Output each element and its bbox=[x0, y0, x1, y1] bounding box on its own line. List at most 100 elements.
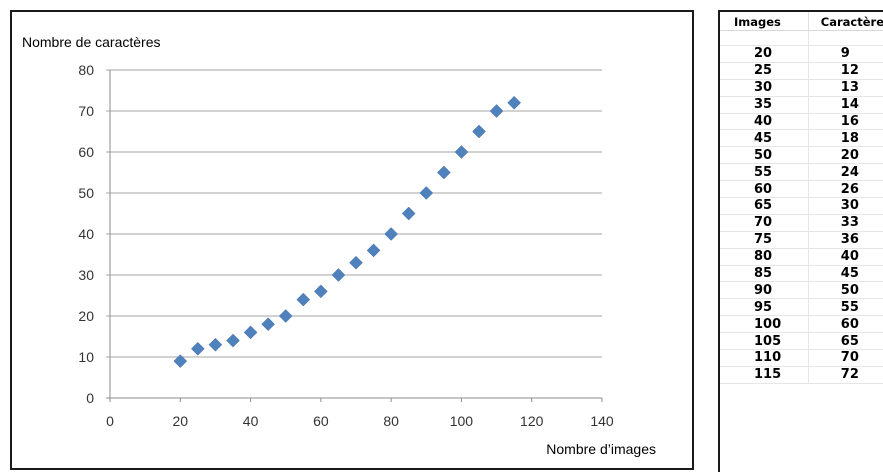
table-row: 35 14 bbox=[720, 96, 883, 114]
table-row: 30 13 bbox=[720, 79, 883, 97]
table-row: 75 36 bbox=[720, 231, 883, 249]
data-point-diamond bbox=[507, 95, 521, 110]
cell-caracteres: 33 bbox=[808, 214, 883, 232]
table-row: 95 55 bbox=[720, 298, 883, 317]
table-blank-row bbox=[720, 30, 883, 46]
table-row: 105 65 bbox=[720, 332, 883, 351]
cell-caracteres: 12 bbox=[808, 62, 883, 80]
cell-images: 110 bbox=[720, 349, 809, 367]
cell-caracteres: 18 bbox=[808, 129, 883, 148]
x-tick-label: 60 bbox=[313, 413, 329, 429]
y-tick-label: 0 bbox=[86, 390, 94, 406]
data-table-panel: Images Caractère 20 9 25 12 30 13 35 14 40 16 45 18… bbox=[718, 10, 883, 472]
data-point-diamond bbox=[314, 284, 328, 299]
cell-caracteres: 24 bbox=[808, 163, 883, 182]
table-row: 115 72 bbox=[720, 366, 883, 384]
gridlines bbox=[106, 69, 602, 358]
data-point-diamond bbox=[208, 337, 223, 352]
data-point-diamond bbox=[419, 186, 434, 200]
data-points bbox=[173, 95, 521, 368]
cell-caracteres: 45 bbox=[808, 265, 883, 283]
data-table: Images Caractère 20 9 25 12 30 13 35 14 40 16 45 18… bbox=[720, 12, 883, 384]
cell-images: 115 bbox=[720, 366, 809, 384]
cell-images: 70 bbox=[720, 214, 809, 232]
table-row: 50 20 bbox=[720, 146, 883, 165]
cell-images: 35 bbox=[720, 96, 809, 114]
cell-images: 80 bbox=[720, 248, 809, 266]
table-row: 70 33 bbox=[720, 214, 883, 232]
cell-caracteres: 65 bbox=[808, 332, 883, 351]
y-tick-label: 10 bbox=[78, 349, 94, 365]
table-row: 100 60 bbox=[720, 315, 883, 334]
y-tick-labels: 0 10 20 30 40 50 60 70 80 bbox=[78, 62, 94, 406]
cell-caracteres: 16 bbox=[808, 113, 883, 131]
cell-images: 65 bbox=[720, 197, 809, 215]
table-row: 90 50 bbox=[720, 281, 883, 300]
cell-caracteres: 60 bbox=[808, 315, 883, 334]
scatter-chart: 0 10 20 30 40 50 60 70 80 0 20 40 60 80 100 120 140 Nom… bbox=[22, 34, 656, 457]
cell-images: 95 bbox=[720, 298, 809, 317]
cell-caracteres: 72 bbox=[808, 366, 883, 384]
x-tick-label: 0 bbox=[106, 413, 114, 429]
x-tick-label: 140 bbox=[590, 413, 614, 429]
cell-images: 20 bbox=[720, 45, 809, 63]
scatter-chart-panel: 0 10 20 30 40 50 60 70 80 0 20 40 60 80 100 120 140 Nom… bbox=[10, 10, 694, 470]
data-point-diamond bbox=[349, 255, 363, 270]
cell-images: 25 bbox=[720, 62, 809, 80]
cell-images: 105 bbox=[720, 332, 809, 351]
table-row: 80 40 bbox=[720, 248, 883, 266]
x-tick-labels: 0 20 40 60 80 100 120 140 bbox=[106, 413, 614, 429]
data-point-diamond bbox=[454, 145, 469, 159]
data-point-diamond bbox=[261, 317, 275, 332]
cell-images: 40 bbox=[720, 113, 809, 131]
data-point-diamond bbox=[173, 354, 188, 368]
table-header-row: Images Caractère bbox=[720, 12, 883, 31]
cell-images: 85 bbox=[720, 265, 809, 283]
cell-images: 60 bbox=[720, 180, 809, 199]
cell-images: 55 bbox=[720, 163, 809, 182]
data-point-diamond bbox=[401, 206, 416, 221]
y-tick-label: 80 bbox=[78, 62, 94, 78]
table-row: 40 16 bbox=[720, 113, 883, 131]
data-point-diamond bbox=[472, 124, 486, 139]
table-row: 65 30 bbox=[720, 197, 883, 215]
data-point-diamond bbox=[384, 227, 398, 241]
y-tick-label: 30 bbox=[78, 267, 94, 283]
x-tick-label: 120 bbox=[520, 413, 544, 429]
table-row: 60 26 bbox=[720, 180, 883, 199]
cell-caracteres: 30 bbox=[808, 197, 883, 215]
cell-images: 30 bbox=[720, 79, 809, 97]
y-tick-label: 50 bbox=[78, 185, 94, 201]
cell-caracteres: 9 bbox=[808, 45, 883, 63]
cell-caracteres: 40 bbox=[808, 248, 883, 266]
data-point-diamond bbox=[243, 325, 258, 340]
data-point-diamond bbox=[331, 268, 346, 282]
data-point-diamond bbox=[226, 333, 240, 348]
data-point-diamond bbox=[296, 292, 311, 307]
y-tick-label: 60 bbox=[78, 144, 94, 160]
cell-images: 50 bbox=[720, 146, 809, 165]
data-point-diamond bbox=[437, 165, 451, 180]
header-images: Images bbox=[720, 12, 809, 31]
y-axis-title: Nombre de caractères bbox=[22, 34, 161, 50]
data-point-diamond bbox=[191, 341, 205, 356]
table-row: 25 12 bbox=[720, 62, 883, 80]
x-tick-label: 100 bbox=[450, 413, 474, 429]
table-row: 85 45 bbox=[720, 265, 883, 283]
cell-images: 45 bbox=[720, 129, 809, 148]
table-row: 55 24 bbox=[720, 163, 883, 182]
cell-caracteres: 13 bbox=[808, 79, 883, 97]
data-point-diamond bbox=[489, 104, 504, 118]
table-body: 20 9 25 12 30 13 35 14 40 16 45 18 50 20 55 24 60 26 65 30 7… bbox=[720, 30, 883, 384]
cell-caracteres: 36 bbox=[808, 231, 883, 249]
x-axis-title: Nombre d’images bbox=[546, 441, 656, 457]
cell-caracteres: 20 bbox=[808, 146, 883, 165]
cell-images: 100 bbox=[720, 315, 809, 334]
header-caracteres: Caractère bbox=[808, 12, 883, 31]
cell-images: 75 bbox=[720, 231, 809, 249]
x-tick-label: 20 bbox=[172, 413, 188, 429]
table-row: 110 70 bbox=[720, 349, 883, 367]
cell-caracteres: 50 bbox=[808, 281, 883, 300]
cell-caracteres: 14 bbox=[808, 96, 883, 114]
axes bbox=[106, 70, 603, 402]
